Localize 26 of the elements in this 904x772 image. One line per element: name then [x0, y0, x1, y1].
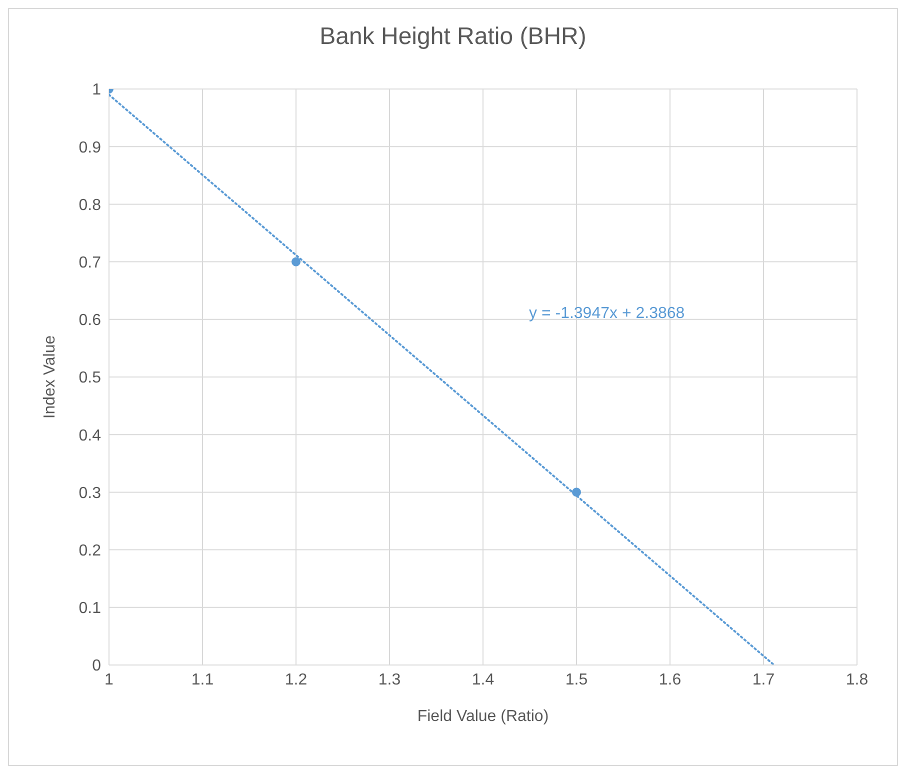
x-tick-label: 1 — [104, 671, 114, 688]
x-axis-title: Field Value (Ratio) — [417, 708, 549, 725]
point — [572, 488, 582, 497]
x-tick-label: 1.1 — [191, 671, 214, 688]
chart-title: Bank Height Ratio (BHR) — [318, 23, 588, 51]
y-axis-title: Index Value — [42, 335, 59, 419]
y-tick-label: 0 — [92, 658, 102, 675]
point — [291, 257, 301, 266]
y-tick-label: 0.2 — [78, 542, 102, 560]
y-tick-label: 0.6 — [78, 312, 102, 330]
y-tick-label: 0.4 — [78, 427, 102, 444]
x-tick-label: 1.7 — [752, 671, 775, 688]
x-tick-label: 1.3 — [378, 671, 401, 688]
y-tick-label: 0.5 — [78, 370, 102, 387]
y-tick-label: 0.8 — [78, 196, 102, 214]
y-tick-label: 0.9 — [78, 139, 102, 156]
x-tick-label: 1.8 — [846, 671, 868, 688]
x-tick-label: 1.5 — [565, 671, 588, 688]
y-tick-label: 0.7 — [78, 254, 102, 272]
x-tick-label: 1.6 — [658, 671, 682, 688]
x-tick-label: 1.4 — [472, 671, 494, 688]
y-tick-label: 1 — [92, 82, 102, 99]
annotation: y = -1.3947x + 2.3868 — [529, 305, 685, 323]
y-tick-label: 0.1 — [78, 600, 102, 618]
y-tick-label: 0.3 — [78, 484, 102, 502]
x-tick-label: 1.2 — [284, 671, 308, 688]
